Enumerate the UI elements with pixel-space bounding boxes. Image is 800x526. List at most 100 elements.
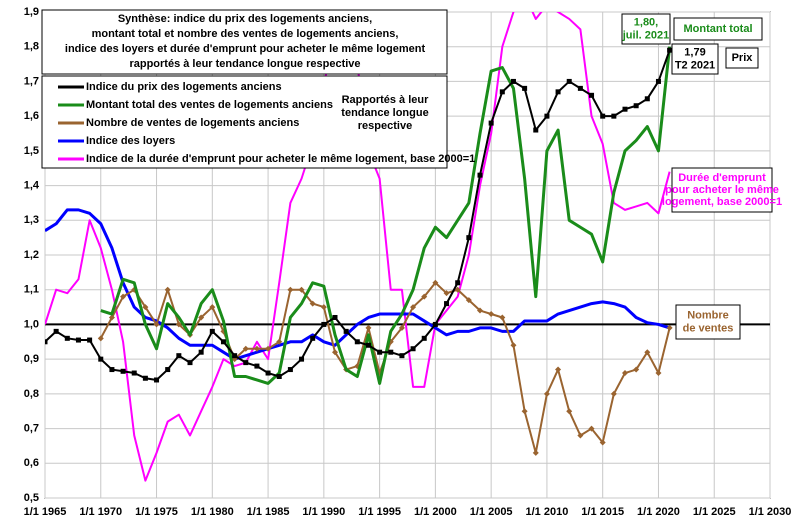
point-marker [377,349,383,355]
point-marker [109,367,115,373]
point-marker [488,120,494,126]
point-marker [309,300,316,307]
point-marker [343,328,349,334]
x-tick-label: 1/1 2030 [749,506,792,518]
y-tick-label: 1,2 [24,249,39,261]
annotation-box [671,43,719,75]
point-marker [610,390,617,397]
point-marker [321,321,327,327]
point-marker [510,78,516,84]
point-marker [444,301,450,307]
point-marker [298,286,305,293]
annotation: tendance longue [341,107,428,119]
point-marker [142,304,149,311]
point-marker [332,349,338,356]
point-marker [410,304,417,311]
point-marker [354,339,360,345]
point-marker [510,342,517,349]
point-marker [443,290,450,297]
point-marker [320,304,327,311]
point-marker [187,360,193,366]
point-marker [142,375,148,381]
legend-label: Indice des loyers [86,135,175,147]
legend-label: Indice du prix des logements anciens [86,81,282,93]
point-marker [577,432,584,439]
point-marker [577,85,583,91]
x-tick-label: 1/1 1975 [135,506,178,518]
point-marker [644,96,650,102]
point-marker [299,356,305,362]
series-line [100,46,672,385]
point-marker [120,293,127,300]
point-marker [655,78,661,84]
point-marker [499,89,505,95]
annotation: T2 2021 [675,59,715,71]
chart-title: rapportés à leur tendance longue respect… [129,58,360,70]
point-marker [398,324,405,331]
y-tick-label: 1,9 [24,6,39,18]
y-tick-label: 1,5 [24,145,39,157]
annotation: Rapportés à leur [342,94,430,106]
point-marker [276,338,283,345]
point-marker [432,279,439,286]
point-marker [154,377,160,383]
point-marker [477,307,483,314]
point-marker [98,356,104,362]
x-tick-label: 1/1 1995 [358,506,401,518]
point-marker [454,286,461,293]
point-marker [287,286,294,293]
point-marker [455,280,461,286]
x-tick-label: 1/1 1985 [247,506,290,518]
x-tick-label: 1/1 1980 [191,506,234,518]
point-marker [543,390,550,397]
point-marker [566,408,573,415]
point-marker [588,425,595,432]
x-tick-label: 1/1 2005 [470,506,513,518]
y-tick-label: 0,7 [24,422,39,434]
annotation: 1,80, [634,16,658,28]
y-tick-label: 1,4 [24,179,40,191]
point-marker [365,342,371,348]
chart-title: Synthèse: indice du prix des logements a… [118,13,372,25]
point-marker [488,311,495,318]
point-marker [276,374,282,379]
y-tick-label: 0,9 [24,353,39,365]
annotation-box [621,13,671,45]
point-marker [421,293,428,300]
point-marker [209,328,215,334]
annotation-box [675,304,741,340]
point-marker [533,127,539,133]
point-marker [198,314,205,321]
point-marker [611,113,617,119]
point-marker [622,106,628,112]
point-marker [499,314,506,321]
point-marker [633,366,640,373]
point-marker [466,235,472,241]
point-marker [232,353,238,359]
x-tick-label: 1/1 1990 [302,506,345,518]
point-marker [164,286,171,293]
annotation: respective [358,120,412,132]
point-marker [522,85,528,91]
annotation: Prix [732,52,754,64]
point-marker [655,370,662,377]
point-marker [243,360,249,366]
point-marker [120,368,126,374]
y-tick-label: 1,0 [24,318,39,330]
point-marker [220,339,226,345]
legend-label: Nombre de ventes de logements anciens [86,117,299,129]
point-marker [555,366,562,373]
point-marker [45,339,48,345]
point-marker [532,449,539,456]
legend-label: Indice de la durée d'emprunt pour achete… [86,153,475,165]
x-tick-label: 1/1 2020 [637,506,680,518]
point-marker [432,321,438,327]
point-marker [265,370,271,376]
annotation: Montant total [683,23,752,35]
point-marker [310,335,316,341]
annotation: 1,79 [684,46,705,58]
point-marker [287,367,293,373]
point-marker [667,47,673,53]
y-tick-label: 0,6 [24,457,39,469]
